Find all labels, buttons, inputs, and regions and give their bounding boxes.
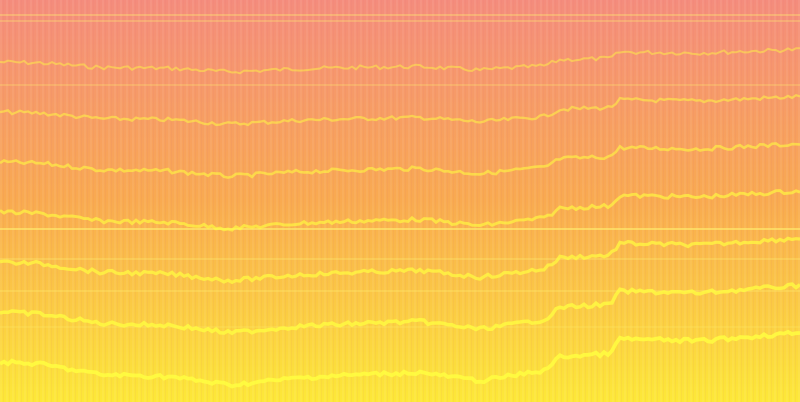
horizontal-bands [0, 14, 800, 328]
harmonic-line [0, 47, 800, 75]
horizontal-band [0, 20, 800, 22]
horizontal-band [0, 290, 800, 292]
harmonic-line [0, 93, 800, 127]
harmonic-lines [0, 47, 800, 389]
harmonic-line [0, 236, 800, 285]
horizontal-band [0, 228, 800, 230]
harmonic-line [0, 282, 800, 336]
horizontal-band [0, 258, 800, 260]
harmonic-line [0, 142, 800, 179]
harmonic-line [0, 329, 800, 389]
horizontal-band [0, 14, 800, 16]
horizontal-band [0, 326, 800, 328]
horizontal-band [0, 84, 800, 86]
harmonic-line [0, 189, 800, 232]
